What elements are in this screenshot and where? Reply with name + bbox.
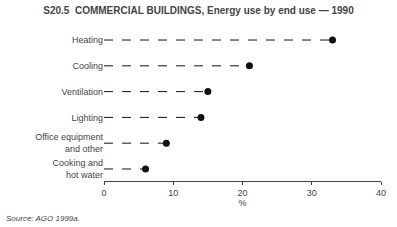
svg-text:0: 0 [101,188,106,198]
svg-text:Ventilation: Ventilation [61,87,103,97]
svg-text:Cooking andhot water: Cooking andhot water [52,158,103,180]
svg-text:Source: AGO 1999a.: Source: AGO 1999a. [6,214,80,223]
svg-text:Heating: Heating [72,35,103,45]
svg-text:%: % [238,198,246,208]
svg-text:S20.5 COMMERCIAL BUILDINGS, E: S20.5 COMMERCIAL BUILDINGS, Energy use b… [43,5,354,16]
svg-text:10: 10 [168,188,178,198]
svg-text:Cooling: Cooling [72,61,103,71]
svg-text:Office equipmentand other: Office equipmentand other [35,132,103,154]
svg-text:40: 40 [376,188,386,198]
svg-text:Lighting: Lighting [71,113,103,123]
svg-text:20: 20 [237,188,247,198]
svg-text:30: 30 [307,188,317,198]
